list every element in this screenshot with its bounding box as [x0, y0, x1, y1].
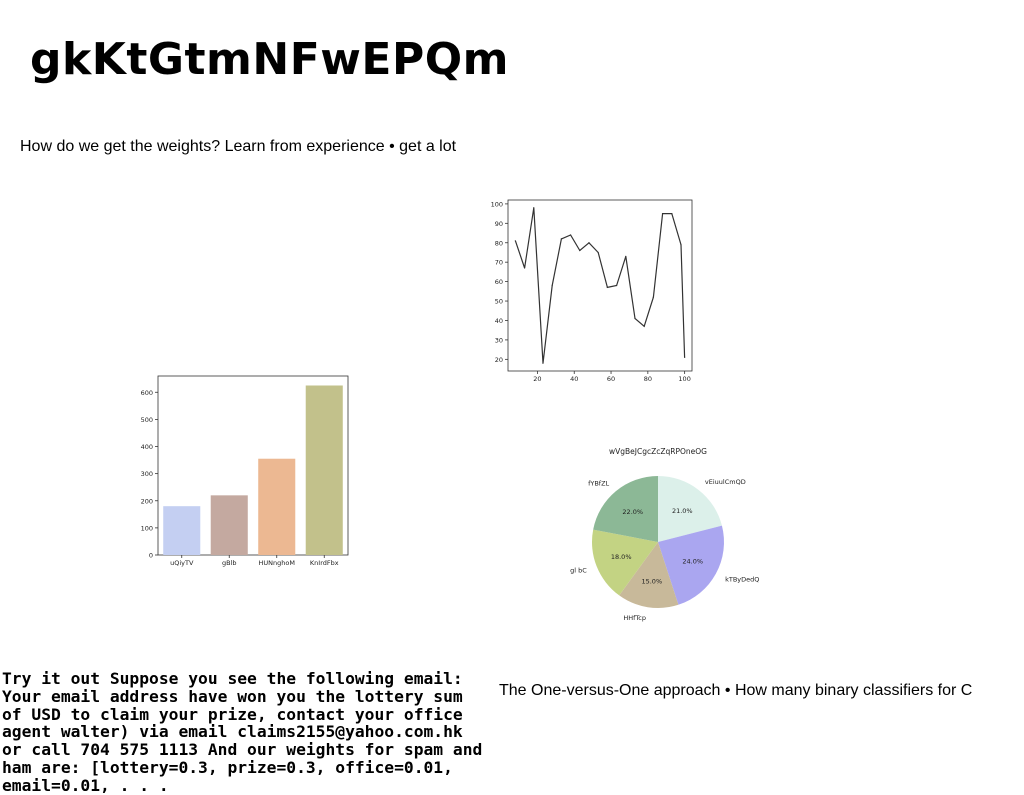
x-tick-label: 100	[678, 375, 690, 383]
line-point	[542, 362, 544, 364]
pie-slice-value: 18.0%	[611, 553, 632, 561]
pie-slice-value: 22.0%	[622, 508, 643, 516]
line-chart: 20 30 40 50 60 70 80 90 100 20 40 60 80 100	[488, 194, 698, 384]
x-tick-label: gBlb	[222, 559, 237, 567]
pie-title: wVgBeJCgcZcZqRPOneOG	[609, 447, 707, 456]
x-tick-label: HUNnghoM	[259, 559, 295, 567]
one-vs-one-text: The One-versus-One approach • How many b…	[499, 682, 973, 699]
x-tick-label: 40	[570, 375, 578, 383]
line-point	[551, 284, 553, 287]
line-point	[643, 325, 645, 327]
pie-slice-label: gl bC	[570, 567, 587, 575]
y-tick-label: 100	[141, 524, 153, 532]
y-tick-label: 600	[141, 389, 153, 397]
line-point	[597, 251, 599, 254]
pie-slice-value: 24.0%	[682, 558, 703, 566]
y-tick-label: 0	[149, 552, 153, 560]
pie-slice	[619, 542, 679, 609]
pie-slice-label: vEiuulCmQD	[705, 478, 746, 486]
line-point	[514, 240, 516, 242]
y-tick-label: 400	[141, 443, 153, 451]
line-series	[514, 207, 686, 364]
pie-slice-label: HHfTcp	[623, 614, 646, 622]
bar-plot-frame	[157, 375, 349, 556]
line-point	[606, 286, 608, 289]
bar	[258, 458, 296, 555]
bar-chart: uQiyTV gBlb HUNnghoM KnIrdFbx 0 100 200 300 400 5…	[136, 372, 356, 572]
line-point	[684, 356, 686, 358]
y-tick-label: 200	[141, 497, 153, 505]
pie-chart-svg: wVgBeJCgcZcZqRPOneOG 21.0% vEiuulCmQD 24.0%…	[570, 447, 759, 622]
line-point	[634, 317, 636, 320]
y-tick-label: 20	[495, 356, 503, 364]
x-tick-label: 80	[644, 375, 652, 383]
line-point	[588, 242, 590, 244]
pie-slice-label: fYBfZL	[588, 480, 609, 488]
y-tick-label: 60	[495, 278, 503, 286]
pie-chart: wVgBeJCgcZcZqRPOneOG 21.0% vEiuulCmQD 24.0%…	[560, 440, 760, 635]
line-point	[680, 244, 682, 246]
y-tick-label: 300	[141, 470, 153, 478]
y-tick-label: 50	[495, 298, 503, 306]
pie-slice-value: 15.0%	[641, 578, 662, 586]
pie-slice	[592, 529, 658, 596]
email-example-text: Try it out Suppose you see the following…	[2, 669, 483, 795]
y-tick-label: 70	[495, 259, 503, 267]
line-plot-frame	[507, 199, 693, 372]
x-tick-label: KnIrdFbx	[310, 559, 339, 567]
line-point	[615, 284, 618, 287]
x-tick-label: uQiyTV	[170, 559, 194, 567]
pie-slice	[658, 476, 722, 542]
y-tick-label: 100	[491, 200, 503, 208]
line-chart-svg: 20 30 40 50 60 70 80 90 100 20 40 60 80 100	[491, 199, 693, 383]
line-point	[579, 249, 581, 252]
bar-chart-svg: uQiyTV gBlb HUNnghoM KnIrdFbx 0 100 200 300 400 5…	[141, 375, 349, 567]
y-tick-label: 30	[495, 336, 503, 344]
x-tick-label: 60	[607, 375, 615, 383]
y-tick-label: 80	[495, 239, 503, 247]
subtitle-text: How do we get the weights? Learn from ex…	[20, 138, 457, 155]
page-title: gkKtGtmNFwEPQm	[30, 34, 509, 85]
line-point	[652, 296, 654, 298]
bar	[305, 385, 343, 555]
bar	[163, 506, 201, 555]
line-point	[625, 255, 627, 257]
pie-slice-value: 21.0%	[672, 507, 693, 515]
pie-slice	[658, 525, 725, 605]
line-point	[671, 213, 673, 215]
pie-slice-label: kTByDedQ	[725, 575, 759, 583]
bar	[210, 495, 248, 555]
line-point	[569, 234, 572, 236]
line-point	[533, 207, 535, 209]
line-point	[560, 238, 562, 240]
y-tick-label: 90	[495, 220, 503, 228]
y-tick-label: 40	[495, 317, 503, 325]
line-point	[661, 213, 664, 215]
line-point	[523, 267, 526, 269]
x-tick-label: 20	[533, 375, 541, 383]
pie-slice	[593, 476, 658, 542]
y-tick-label: 500	[141, 416, 153, 424]
